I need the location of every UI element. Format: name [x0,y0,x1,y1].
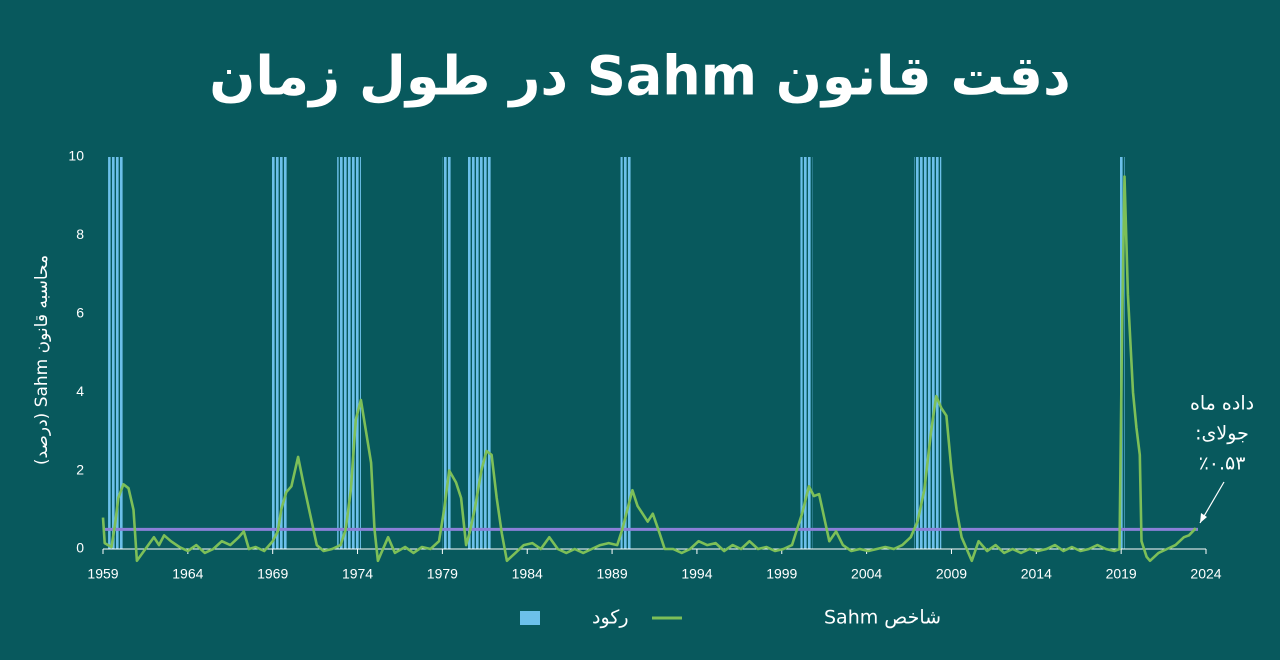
recession-band [270,157,288,549]
recession-band [914,157,942,549]
x-tick-label: 2014 [1021,566,1052,582]
recession-band [108,157,124,549]
x-tick-label: 1959 [87,566,118,582]
y-tick-label: 2 [76,461,84,477]
x-tick-label: 2009 [936,566,967,582]
x-tick-label: 1974 [342,566,373,582]
recession-band [620,157,631,549]
y-tick-label: 6 [76,305,84,321]
x-tick-label: 1989 [596,566,627,582]
annotation-text: داده ماه [1190,393,1254,415]
y-tick-label: 10 [68,148,84,164]
x-tick-label: 1969 [257,566,288,582]
sahm-line [101,175,1197,563]
recession-band [442,157,451,549]
x-tick-label: 2019 [1106,566,1137,582]
y-axis-label: محاسبه قانون Sahm (درصد) [32,255,52,465]
annotation-text: ٪۰.۵۳ [1199,453,1246,475]
legend-label: رکود [592,607,629,629]
legend-swatch [520,611,540,625]
x-tick-label: 1984 [512,566,543,582]
x-tick-label: 2004 [851,566,882,582]
x-tick-label: 1994 [681,566,712,582]
x-tick-label: 1999 [766,566,797,582]
chart-title: دقت قانون Sahm در طول زمان [209,45,1070,108]
y-tick-label: 4 [76,383,84,399]
y-tick-label: 8 [76,226,84,242]
recession-band [800,157,813,549]
x-tick-label: 1979 [427,566,458,582]
annotation-arrowhead [1200,513,1207,523]
annotation-text: جولای: [1195,423,1249,445]
x-tick-label: 2024 [1190,566,1221,582]
recession-band [337,157,361,549]
y-tick-label: 0 [76,540,84,556]
recession-band [467,157,492,549]
x-tick-label: 1964 [172,566,203,582]
legend-label: شاخص Sahm [824,607,941,629]
